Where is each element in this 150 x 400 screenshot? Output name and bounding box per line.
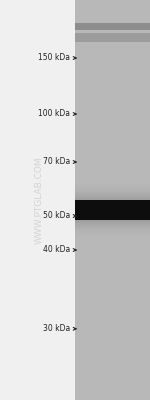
Bar <box>75 222 150 223</box>
Bar <box>75 188 150 190</box>
Bar <box>75 226 150 227</box>
Bar <box>75 0 150 400</box>
Bar <box>75 236 150 238</box>
Bar <box>75 198 150 199</box>
Bar <box>75 187 150 188</box>
Text: 40 kDa: 40 kDa <box>43 246 70 254</box>
Bar <box>75 220 150 221</box>
Text: WWW.PTGLAB.COM: WWW.PTGLAB.COM <box>34 156 43 244</box>
Text: 30 kDa: 30 kDa <box>43 324 70 333</box>
Bar <box>75 235 150 236</box>
Bar <box>75 186 150 187</box>
Bar <box>75 185 150 186</box>
Bar <box>75 199 150 200</box>
Bar <box>75 200 150 220</box>
Text: 150 kDa: 150 kDa <box>39 54 70 62</box>
Bar <box>75 221 150 222</box>
Bar <box>75 196 150 197</box>
Bar <box>75 182 150 184</box>
Bar <box>75 233 150 234</box>
Bar <box>75 227 150 228</box>
Bar <box>75 191 150 192</box>
Bar <box>75 228 150 229</box>
Bar <box>75 223 150 224</box>
Bar <box>75 224 150 226</box>
Bar <box>75 232 150 233</box>
Bar <box>75 190 150 191</box>
Bar <box>75 23 150 30</box>
Bar <box>75 33 150 42</box>
Bar <box>75 194 150 196</box>
Bar <box>75 197 150 198</box>
Bar <box>75 230 150 232</box>
Bar <box>75 184 150 185</box>
Bar <box>75 229 150 230</box>
Text: 50 kDa: 50 kDa <box>43 212 70 220</box>
Bar <box>75 234 150 235</box>
Bar <box>75 192 150 193</box>
Bar <box>75 193 150 194</box>
Text: 100 kDa: 100 kDa <box>39 110 70 118</box>
Text: 70 kDa: 70 kDa <box>43 158 70 166</box>
